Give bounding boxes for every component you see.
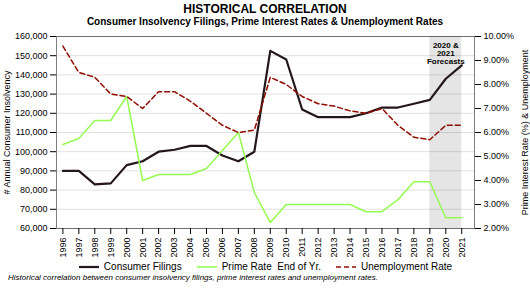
svg-text:140,000: 140,000	[15, 70, 48, 80]
svg-text:2.00%: 2.00%	[484, 223, 510, 233]
svg-text:2014: 2014	[345, 238, 355, 258]
svg-text:150,000: 150,000	[15, 51, 48, 61]
svg-text:2017: 2017	[393, 238, 403, 258]
svg-text:2000: 2000	[122, 238, 132, 258]
html-text:Consumer Insolvency Filings, P: Consumer Insolvency Filings, Prime Inter…	[86, 16, 444, 27]
svg-text:4.00%: 4.00%	[484, 175, 510, 185]
svg-text:6.00%: 6.00%	[484, 127, 510, 137]
html-text:Consumer Filings: Consumer Filings	[103, 261, 182, 272]
svg-text:110,000: 110,000	[16, 127, 48, 137]
svg-text:160,000: 160,000	[15, 31, 48, 41]
svg-text:5.00%: 5.00%	[484, 151, 510, 161]
svg-text:90,000: 90,000	[20, 166, 48, 176]
svg-text:60,000: 60,000	[20, 223, 48, 233]
svg-text:2010: 2010	[281, 238, 291, 258]
svg-text:2020: 2020	[441, 238, 451, 258]
svg-text:2002: 2002	[153, 238, 163, 258]
svg-text:100,000: 100,000	[15, 147, 48, 157]
svg-text:2019: 2019	[425, 238, 435, 258]
svg-text:10.00%: 10.00%	[484, 31, 515, 41]
svg-text:2008: 2008	[249, 238, 259, 258]
svg-text:120,000: 120,000	[15, 108, 48, 118]
svg-text:2005: 2005	[201, 238, 211, 258]
svg-text:2021: 2021	[457, 238, 467, 258]
html-text:Historical correlation between: Historical correlation between consumer …	[8, 273, 378, 282]
svg-text:2001: 2001	[138, 238, 148, 258]
svg-text:1998: 1998	[90, 238, 100, 258]
svg-text:2015: 2015	[361, 238, 371, 258]
html-text:Unemployment Rate: Unemployment Rate	[361, 261, 453, 272]
svg-text:3.00%: 3.00%	[484, 199, 510, 209]
svg-text:130,000: 130,000	[15, 89, 48, 99]
svg-text:2012: 2012	[313, 238, 323, 258]
svg-text:2016: 2016	[377, 238, 387, 258]
svg-text:80,000: 80,000	[20, 185, 48, 195]
svg-text:2020 &2021Forecasts: 2020 &2021Forecasts	[427, 41, 465, 66]
svg-text:8.00%: 8.00%	[484, 79, 510, 89]
svg-text:9.00%: 9.00%	[484, 55, 510, 65]
svg-text:2003: 2003	[169, 238, 179, 258]
svg-text:2013: 2013	[329, 238, 339, 258]
svg-text:Prime Interest Rate (%) & Unem: Prime Interest Rate (%) & Unemployment	[520, 49, 530, 215]
svg-text:# Annual Consumer Insolvency: # Annual Consumer Insolvency	[2, 70, 12, 195]
html-text:HISTORICAL CORRELATION: HISTORICAL CORRELATION	[183, 2, 347, 16]
svg-text:2007: 2007	[233, 238, 243, 258]
svg-text:2004: 2004	[185, 238, 195, 258]
svg-text:2009: 2009	[265, 238, 275, 258]
svg-text:2011: 2011	[297, 238, 307, 257]
svg-text:2006: 2006	[217, 238, 227, 258]
svg-text:1996: 1996	[58, 238, 68, 258]
svg-text:1999: 1999	[106, 238, 116, 258]
svg-text:2018: 2018	[409, 238, 419, 258]
html-text:Prime Rate End of Yr.: Prime Rate End of Yr.	[221, 261, 321, 272]
svg-text:70,000: 70,000	[20, 204, 48, 214]
svg-text:7.00%: 7.00%	[484, 103, 510, 113]
svg-text:1997: 1997	[74, 238, 84, 258]
